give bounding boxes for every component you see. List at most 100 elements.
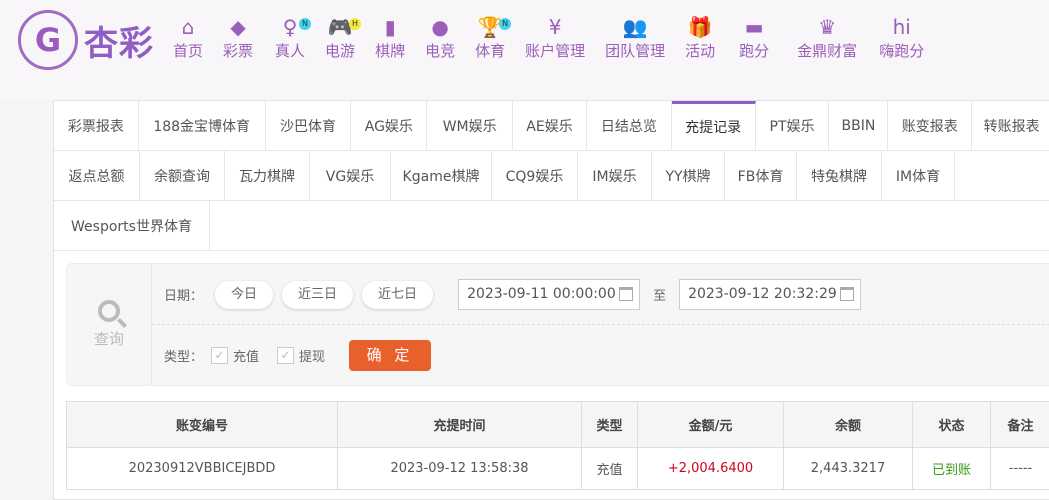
nav-item[interactable]: ▬跑分 [725,14,783,61]
tab-item[interactable]: 彩票报表 [54,101,139,150]
column-header: 充提时间 [338,402,582,448]
logo-emblem-icon: G [18,10,78,70]
divider [152,324,1049,325]
nav-label: 体育 [475,40,505,61]
live-dealer-icon: ♀ [283,14,298,40]
tab-item[interactable]: IM娱乐 [578,151,652,200]
nav-label: 嗨跑分 [879,40,924,61]
nav-item[interactable]: 🏆N 体育 [465,14,515,61]
tab-item[interactable]: BBIN [829,101,888,150]
tab-item[interactable]: 日结总览 [587,101,672,150]
type-label: 类型： [164,346,203,365]
end-date-value: 2023-09-12 20:32:29 [688,286,837,302]
nav-label: 账户管理 [525,40,585,61]
column-header: 账变编号 [67,402,338,448]
tab-item[interactable]: YY棋牌 [652,151,725,200]
nav-item[interactable]: ▮棋牌 [365,14,415,61]
search-icon [98,300,120,322]
deposit-label: 充值 [233,346,259,365]
logo[interactable]: G 杏彩 [18,10,154,70]
nav-item[interactable]: ¥账户管理 [515,14,595,61]
column-header: 类型 [582,402,638,448]
nav-badge: N [499,18,511,30]
nav-item[interactable]: 🎁活动 [675,14,725,61]
nav-item[interactable]: ♛金鼎财富 [783,14,871,61]
nav-label: 彩票 [223,40,253,61]
date-row: 日期： 今日 近三日 近七日 2023-09-11 00:00:00 至 202… [164,279,861,310]
column-header: 余额 [784,402,913,448]
tab-item[interactable]: 沙巴体育 [266,101,352,150]
brand-name: 杏彩 [84,16,154,65]
withdraw-checkbox[interactable]: ✓ [277,347,294,364]
nav-label: 金鼎财富 [797,40,857,61]
last-3-days-button[interactable]: 近三日 [282,281,353,309]
column-header: 金额/元 [638,402,784,448]
confirm-button[interactable]: 确 定 [349,340,431,371]
start-date-value: 2023-09-11 00:00:00 [467,286,616,302]
tab-item[interactable]: FB体育 [725,151,797,200]
tab-item[interactable]: PT娱乐 [756,101,830,150]
nav-badge: H [349,18,361,30]
end-date-input[interactable]: 2023-09-12 20:32:29 [679,279,861,310]
table-cell: 充值 [582,448,638,490]
yen-icon: ¥ [549,14,562,40]
tab-item[interactable]: Wesports世界体育 [54,201,210,250]
tab-item[interactable]: AG娱乐 [351,101,427,150]
column-header: 备注 [991,402,1049,448]
date-label: 日期： [164,285,203,304]
tab-item[interactable]: AE娱乐 [513,101,587,150]
tab-item[interactable]: Kgame棋牌 [391,151,492,200]
to-label: 至 [653,285,666,304]
tab-item[interactable]: 瓦力棋牌 [225,151,310,200]
trophy-icon: 🏆 [478,14,503,40]
tab-item[interactable]: 账变报表 [888,101,972,150]
lottery-icon: ◆ [230,14,245,40]
deposit-checkbox[interactable]: ✓ [211,347,228,364]
cards-icon: ▮ [385,14,396,40]
table-cell: ----- [991,448,1049,490]
tab-item[interactable]: IM体育 [882,151,955,200]
start-date-input[interactable]: 2023-09-11 00:00:00 [458,279,640,310]
nav-label: 电游 [325,40,355,61]
calendar-icon[interactable] [619,287,633,301]
tab-item[interactable]: 余额查询 [140,151,225,200]
tab-item[interactable]: 充提记录 [672,101,756,150]
search-label: 查询 [94,328,124,349]
nav-item[interactable]: ⌂首页 [165,14,211,61]
nav-label: 首页 [173,40,203,61]
tab-item[interactable]: VG娱乐 [310,151,391,200]
calendar-icon[interactable] [840,287,854,301]
rhino-icon: ▬ [745,14,764,40]
nav-item[interactable]: ◆彩票 [211,14,265,61]
table-cell: 已到账 [913,448,991,490]
table-cell: 20230912VBBICEJBDD [67,448,338,490]
type-row: 类型： ✓ 充值 ✓ 提现 确 定 [164,340,431,371]
table-cell: +2,004.6400 [638,448,784,490]
table-cell: 2,443.3217 [784,448,913,490]
tab-item[interactable]: CQ9娱乐 [492,151,578,200]
nav-label: 跑分 [739,40,769,61]
tab-item[interactable]: 188金宝博体育 [139,101,266,150]
last-7-days-button[interactable]: 近七日 [362,281,433,309]
withdraw-label: 提现 [299,346,325,365]
hi-icon: hi [893,14,911,40]
tab-item[interactable]: 返点总额 [54,151,140,200]
nav-item[interactable]: ●电竞 [415,14,465,61]
nav-label: 活动 [685,40,715,61]
nav-item[interactable]: 👥团队管理 [595,14,675,61]
table-header: 账变编号充提时间类型金额/元余额状态备注 [67,402,1049,448]
tab-item[interactable]: 转账报表 [972,101,1049,150]
team-icon: 👥 [623,14,648,40]
today-button[interactable]: 今日 [215,281,273,309]
home-icon: ⌂ [182,14,195,40]
tab-item[interactable]: WM娱乐 [427,101,513,150]
tab-item[interactable]: 特兔棋牌 [797,151,882,200]
